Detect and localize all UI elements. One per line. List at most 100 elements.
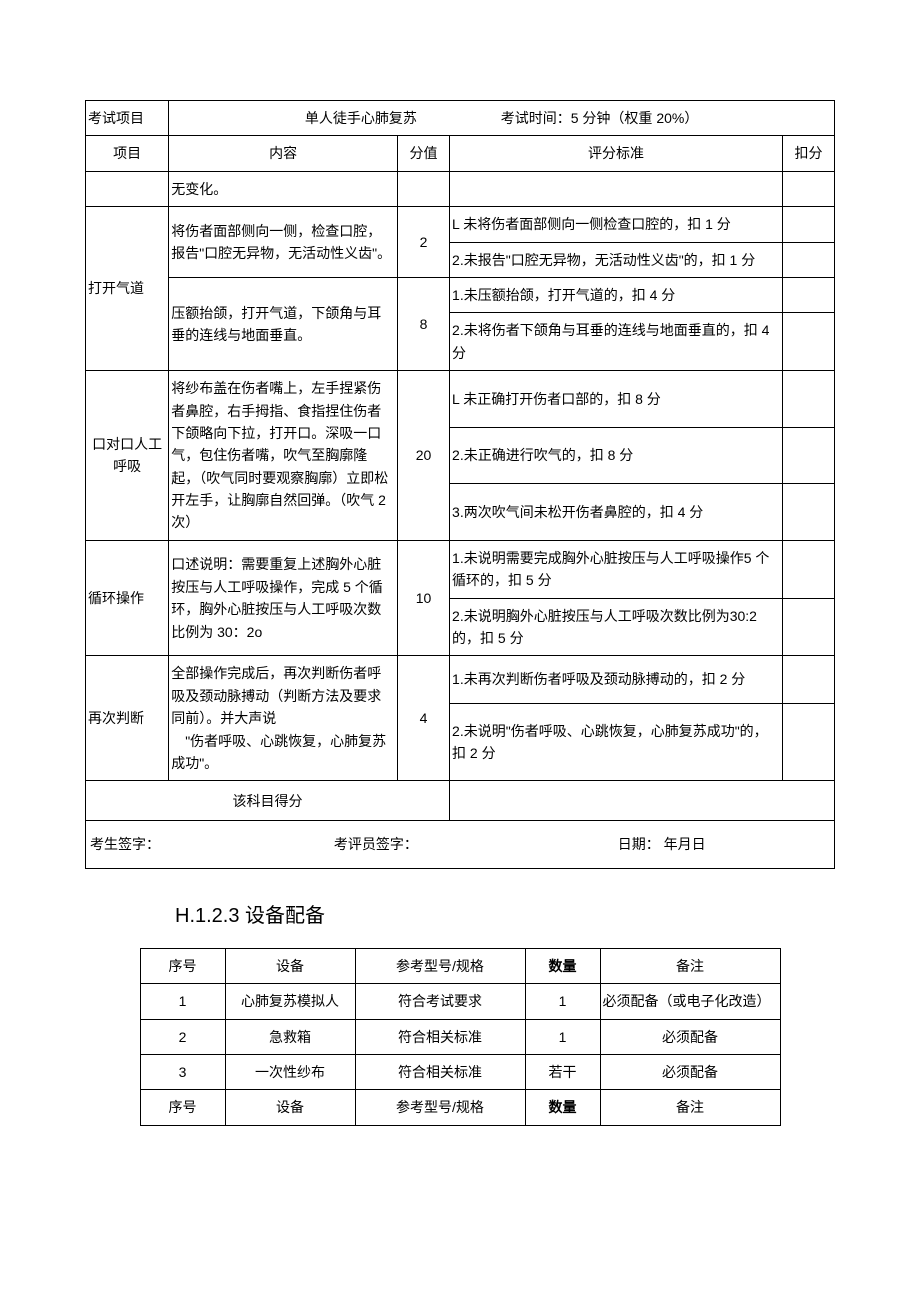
recheck-criteria-1: 1.未再次判断伤者呼吸及颈动脉搏动的，扣 2 分	[450, 656, 783, 703]
device-footer: 设备	[225, 1090, 355, 1125]
equip-row-1: 1 心肺复苏模拟人 符合考试要求 1 必须配备（或电子化改造）	[140, 984, 780, 1019]
exam-title-cell: 单人徒手心肺复苏 考试时间：5 分钟（权重 20%）	[169, 101, 835, 136]
recheck-score: 4	[398, 656, 450, 781]
equip-device-1: 心肺复苏模拟人	[225, 984, 355, 1019]
qty-header: 数量	[525, 948, 600, 983]
recheck-deduct-1	[782, 656, 834, 703]
mouth-criteria-1: L 未正确打开伤者口部的，扣 8 分	[450, 371, 783, 428]
main-assessment-table: 考试项目 单人徒手心肺复苏 考试时间：5 分钟（权重 20%） 项目 内容 分值…	[85, 100, 835, 869]
recheck-row-1: 再次判断 全部操作完成后，再次判断伤者呼吸及颈动脉搏动（判断方法及要求同前）。并…	[86, 656, 835, 703]
airway-deduct-4	[782, 313, 834, 371]
mouth-score: 20	[398, 371, 450, 541]
col-item-header: 项目	[86, 136, 169, 171]
cycle-content: 口述说明：需要重复上述胸外心脏按压与人工呼吸操作，完成 5 个循环，胸外心脏按压…	[169, 540, 398, 656]
cycle-deduct-1	[782, 540, 834, 598]
mouth-label: 口对口人工呼吸	[86, 371, 169, 541]
equip-qty-2: 1	[525, 1019, 600, 1054]
empty-item	[86, 171, 169, 206]
note-footer: 备注	[600, 1090, 780, 1125]
main-assessment-table-container: 考试项目 单人徒手心肺复苏 考试时间：5 分钟（权重 20%） 项目 内容 分值…	[85, 100, 835, 869]
equipment-section-title: H.1.2.3 设备配备	[85, 869, 835, 948]
recheck-criteria-2: 2.未说明"伤者呼吸、心跳恢复，心肺复苏成功"的，扣 2 分	[450, 703, 783, 781]
exam-name: 单人徒手心肺复苏	[305, 107, 417, 129]
equipment-table: 序号 设备 参考型号/规格 数量 备注 1 心肺复苏模拟人 符合考试要求 1 必…	[140, 948, 781, 1126]
equip-seq-2: 2	[140, 1019, 225, 1054]
airway-score-1: 2	[398, 207, 450, 278]
airway-criteria-2: 2.未报告"口腔无异物，无活动性义齿"的，扣 1 分	[450, 242, 783, 277]
column-headers: 项目 内容 分值 评分标准 扣分	[86, 136, 835, 171]
equip-note-3: 必须配备	[600, 1054, 780, 1089]
total-row: 该科目得分	[86, 781, 835, 821]
col-deduct-header: 扣分	[782, 136, 834, 171]
cycle-criteria-1: 1.未说明需要完成胸外心脏按压与人工呼吸操作5 个循环的，扣 5 分	[450, 540, 783, 598]
equip-spec-2: 符合相关标准	[355, 1019, 525, 1054]
airway-deduct-1	[782, 207, 834, 242]
cycle-row-1: 循环操作 口述说明：需要重复上述胸外心脏按压与人工呼吸操作，完成 5 个循环，胸…	[86, 540, 835, 598]
mouth-criteria-3: 3.两次吹气间未松开伤者鼻腔的，扣 4 分	[450, 484, 783, 541]
no-change-row: 无变化。	[86, 171, 835, 206]
airway-content-1: 将伤者面部侧向一侧，检查口腔，报告"口腔无异物，无活动性义齿"。	[169, 207, 398, 278]
airway-score-2: 8	[398, 277, 450, 370]
mouth-deduct-3	[782, 484, 834, 541]
examiner-sign: 考评员签字：	[334, 833, 614, 855]
mouth-content: 将纱布盖在伤者嘴上，左手捏紧伤者鼻腔，右手拇指、食指捏住伤者下颌略向下拉，打开口…	[169, 371, 398, 541]
mouth-deduct-2	[782, 427, 834, 484]
total-value	[450, 781, 835, 821]
equip-device-2: 急救箱	[225, 1019, 355, 1054]
airway-criteria-4: 2.未将伤者下颌角与耳垂的连线与地面垂直的，扣 4 分	[450, 313, 783, 371]
cycle-label: 循环操作	[86, 540, 169, 656]
signature-row: 考生签字： 考评员签字： 日期： 年月日	[86, 821, 835, 868]
cycle-criteria-2: 2.未说明胸外心脏按压与人工呼吸次数比例为30:2 的，扣 5 分	[450, 598, 783, 656]
airway-criteria-1: L 未将伤者面部侧向一侧检查口腔的，扣 1 分	[450, 207, 783, 242]
equip-row-3: 3 一次性纱布 符合相关标准 若干 必须配备	[140, 1054, 780, 1089]
col-criteria-header: 评分标准	[450, 136, 783, 171]
col-content-header: 内容	[169, 136, 398, 171]
cycle-score: 10	[398, 540, 450, 656]
recheck-deduct-2	[782, 703, 834, 781]
no-change-criteria	[450, 171, 783, 206]
seq-header: 序号	[140, 948, 225, 983]
mouth-deduct-1	[782, 371, 834, 428]
candidate-sign: 考生签字：	[90, 833, 330, 855]
equip-header-row: 序号 设备 参考型号/规格 数量 备注	[140, 948, 780, 983]
seq-footer: 序号	[140, 1090, 225, 1125]
spec-header: 参考型号/规格	[355, 948, 525, 983]
note-header: 备注	[600, 948, 780, 983]
airway-deduct-3	[782, 277, 834, 312]
exam-time: 考试时间：5 分钟（权重 20%）	[501, 110, 699, 126]
equip-note-1: 必须配备（或电子化改造）	[600, 984, 780, 1019]
exam-item-label: 考试项目	[86, 101, 169, 136]
equip-seq-1: 1	[140, 984, 225, 1019]
equip-device-3: 一次性纱布	[225, 1054, 355, 1089]
equip-note-2: 必须配备	[600, 1019, 780, 1054]
airway-label: 打开气道	[86, 207, 169, 371]
airway-row-3: 压额抬颌，打开气道，下颌角与耳垂的连线与地面垂直。 8 1.未压额抬颌，打开气道…	[86, 277, 835, 312]
airway-deduct-2	[782, 242, 834, 277]
equip-spec-1: 符合考试要求	[355, 984, 525, 1019]
recheck-content: 全部操作完成后，再次判断伤者呼吸及颈动脉搏动（判断方法及要求同前）。并大声说 "…	[169, 656, 398, 781]
equip-qty-3: 若干	[525, 1054, 600, 1089]
date-sign: 日期： 年月日	[618, 836, 706, 852]
no-change-content: 无变化。	[169, 171, 398, 206]
cycle-deduct-2	[782, 598, 834, 656]
airway-criteria-3: 1.未压额抬颌，打开气道的，扣 4 分	[450, 277, 783, 312]
qty-footer: 数量	[525, 1090, 600, 1125]
recheck-label: 再次判断	[86, 656, 169, 781]
equip-seq-3: 3	[140, 1054, 225, 1089]
airway-content-2: 压额抬颌，打开气道，下颌角与耳垂的连线与地面垂直。	[169, 277, 398, 370]
header-row-1: 考试项目 单人徒手心肺复苏 考试时间：5 分钟（权重 20%）	[86, 101, 835, 136]
no-change-deduct	[782, 171, 834, 206]
device-header: 设备	[225, 948, 355, 983]
col-score-header: 分值	[398, 136, 450, 171]
spec-footer: 参考型号/规格	[355, 1090, 525, 1125]
equip-spec-3: 符合相关标准	[355, 1054, 525, 1089]
equip-qty-1: 1	[525, 984, 600, 1019]
no-change-score	[398, 171, 450, 206]
airway-row-1: 打开气道 将伤者面部侧向一侧，检查口腔，报告"口腔无异物，无活动性义齿"。 2 …	[86, 207, 835, 242]
signature-cell: 考生签字： 考评员签字： 日期： 年月日	[86, 821, 835, 868]
equip-row-2: 2 急救箱 符合相关标准 1 必须配备	[140, 1019, 780, 1054]
mouth-criteria-2: 2.未正确进行吹气的，扣 8 分	[450, 427, 783, 484]
total-label: 该科目得分	[86, 781, 450, 821]
mouth-row-1: 口对口人工呼吸 将纱布盖在伤者嘴上，左手捏紧伤者鼻腔，右手拇指、食指捏住伤者下颌…	[86, 371, 835, 428]
equip-footer-row: 序号 设备 参考型号/规格 数量 备注	[140, 1090, 780, 1125]
